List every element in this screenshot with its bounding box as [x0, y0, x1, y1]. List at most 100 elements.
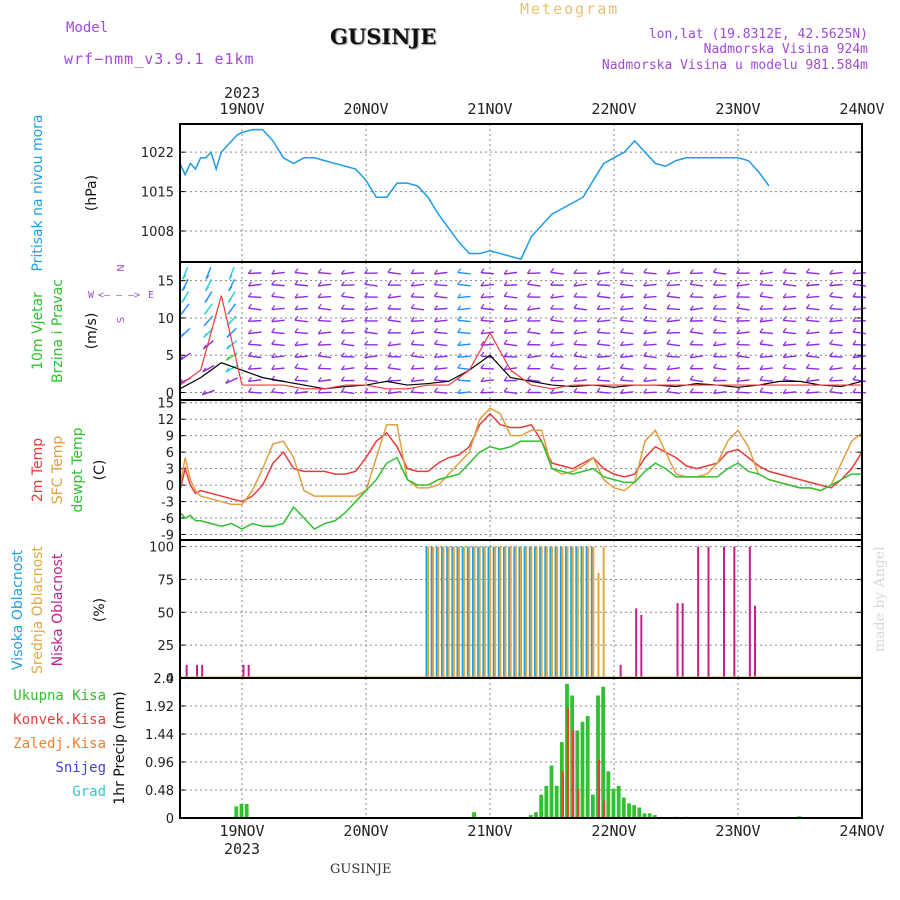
wind-barb-flag: [364, 340, 369, 346]
wind-barb-flag: [271, 317, 276, 322]
wind-barb: [411, 343, 425, 346]
wind-barb-flag: [526, 388, 531, 393]
wind-barb-flag: [550, 267, 555, 273]
wind-barb: [736, 307, 750, 311]
wind-barb-flag: [387, 315, 392, 321]
ylabel-precip: 1hr Precip (mm): [112, 691, 128, 804]
wind-barb: [573, 379, 587, 383]
wind-barb-flag: [550, 315, 555, 321]
wind-barb-flag: [203, 333, 208, 338]
wind-barb-flag: [736, 364, 741, 370]
wind-barb: [829, 271, 843, 275]
footer-station-name: GUSINJE: [330, 862, 392, 877]
wind-barb: [411, 283, 425, 287]
wind-barb: [643, 283, 657, 287]
ytick-label-wind: 0: [166, 387, 174, 402]
wind-barb: [806, 283, 820, 287]
wind-barb-flag: [433, 291, 438, 297]
wind-barb-flag: [596, 328, 601, 333]
wind-barb: [783, 295, 797, 299]
wind-barb: [480, 319, 494, 323]
wind-barb-flag: [736, 281, 741, 287]
wind-barb-flag: [805, 340, 810, 346]
wind-barb: [480, 295, 494, 299]
wind-barb: [271, 355, 285, 359]
wind-barb-flag: [596, 305, 601, 310]
wind-barb-flag: [643, 388, 648, 394]
wind-barb: [620, 367, 634, 371]
wind-barb: [759, 271, 773, 275]
wind-barb-flag: [410, 351, 415, 357]
wind-barb-flag: [387, 352, 392, 357]
precip-bar-0: [632, 805, 637, 818]
legend-precip-2: Zaledj.Kisa: [13, 736, 106, 752]
wind-barb-flag: [666, 304, 671, 309]
wind-barb-flag: [643, 351, 648, 357]
wind-barb-flag: [852, 388, 857, 393]
ytick-label-temp: 3: [166, 463, 174, 478]
wind-barb: [597, 343, 611, 347]
wind-barb: [713, 319, 727, 323]
wind-barb-flag: [573, 351, 578, 357]
precip-bar-0: [590, 794, 595, 818]
wind-barb: [527, 307, 541, 311]
wind-barb: [690, 379, 704, 383]
wind-barb-flag: [526, 353, 531, 358]
wind-barb: [690, 355, 704, 359]
wind-barb-flag: [736, 387, 741, 393]
wind-barb: [643, 295, 657, 299]
wind-barb-flag: [666, 365, 671, 370]
wind-barb: [457, 307, 471, 311]
ylabel-pressure: Pritisak na nivou mora: [30, 114, 46, 271]
ytick-label-temp: 15: [157, 397, 174, 412]
wind-barb-flag: [526, 316, 531, 322]
wind-barb: [318, 271, 332, 275]
wind-barb-flag: [480, 268, 485, 273]
ytick-label-precip: 1.44: [145, 728, 174, 743]
wind-barb: [759, 284, 773, 287]
wind-barb: [318, 307, 332, 311]
wind-barb: [690, 331, 704, 335]
wind-barb: [550, 343, 564, 347]
wind-barb-flag: [433, 364, 438, 370]
wind-barb: [573, 391, 587, 394]
wind-barb-flag: [689, 292, 694, 298]
wind-barb: [248, 307, 262, 311]
wind-barb: [829, 343, 843, 347]
precip-bar-0: [616, 785, 621, 818]
wind-barb-flag: [317, 281, 322, 287]
wind-barb-flag: [689, 340, 694, 346]
wind-barb-flag: [410, 364, 415, 370]
wind-barb: [180, 341, 190, 349]
wind-barb: [318, 379, 332, 383]
wind-barb: [829, 331, 843, 334]
xtick-label-bottom: 19NOV: [219, 822, 264, 840]
wind-barb: [783, 307, 797, 311]
wind-barb: [713, 390, 727, 395]
wind-barb-flag: [227, 298, 232, 303]
wind-barb: [271, 367, 285, 371]
wind-barb-flag: [852, 305, 857, 311]
wind-barb: [736, 331, 750, 335]
wind-barb: [666, 295, 680, 299]
wind-barb: [643, 307, 657, 311]
precip-bar-1: [572, 730, 575, 818]
ylabel-temp-sfc: SFC Temp: [50, 436, 66, 505]
wind-barb: [271, 307, 285, 311]
wind-barb-flag: [712, 328, 717, 334]
wind-barb-flag: [666, 291, 671, 297]
year-label-bottom: 2023: [224, 840, 260, 858]
wind-barb-flag: [550, 293, 555, 299]
wind-barb: [806, 379, 820, 383]
ytick-label-temp: 0: [166, 479, 174, 494]
precip-bar-0: [539, 794, 544, 818]
wind-barb: [806, 331, 820, 335]
wind-barb: [620, 307, 634, 311]
compass-south: S: [116, 317, 127, 323]
wind-barb-flag: [340, 376, 345, 382]
wind-barb-flag: [480, 316, 485, 321]
series-line-dewpt-temp: [179, 440, 862, 530]
wind-barb-flag: [643, 268, 648, 273]
wind-barb-flag: [689, 364, 694, 370]
wind-barb: [225, 364, 238, 373]
